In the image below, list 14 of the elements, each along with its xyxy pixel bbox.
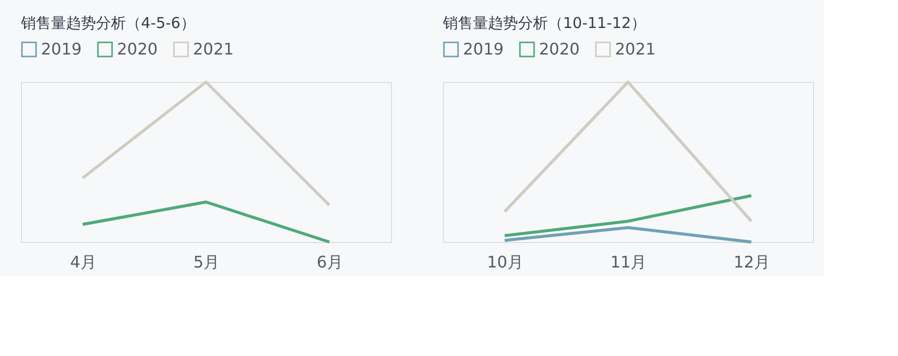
legend-label: 2019 bbox=[41, 39, 82, 58]
x-tick-label: 6月 bbox=[316, 252, 343, 272]
legend-label: 2019 bbox=[463, 39, 504, 58]
x-tick-label: 12月 bbox=[734, 252, 770, 272]
legend-label: 2021 bbox=[615, 39, 656, 58]
legend-label: 2020 bbox=[539, 39, 580, 58]
chart-title: 销售量趋势分析（4-5-6） bbox=[20, 14, 196, 32]
legend-label: 2021 bbox=[193, 39, 234, 58]
x-tick-label: 4月 bbox=[70, 252, 96, 272]
x-tick-label: 11月 bbox=[610, 252, 647, 272]
legend-label: 2020 bbox=[117, 39, 158, 58]
x-tick-label: 5月 bbox=[193, 252, 220, 272]
x-tick-label: 10月 bbox=[486, 252, 524, 272]
chart-title: 销售量趋势分析（10-11-12） bbox=[442, 14, 646, 32]
